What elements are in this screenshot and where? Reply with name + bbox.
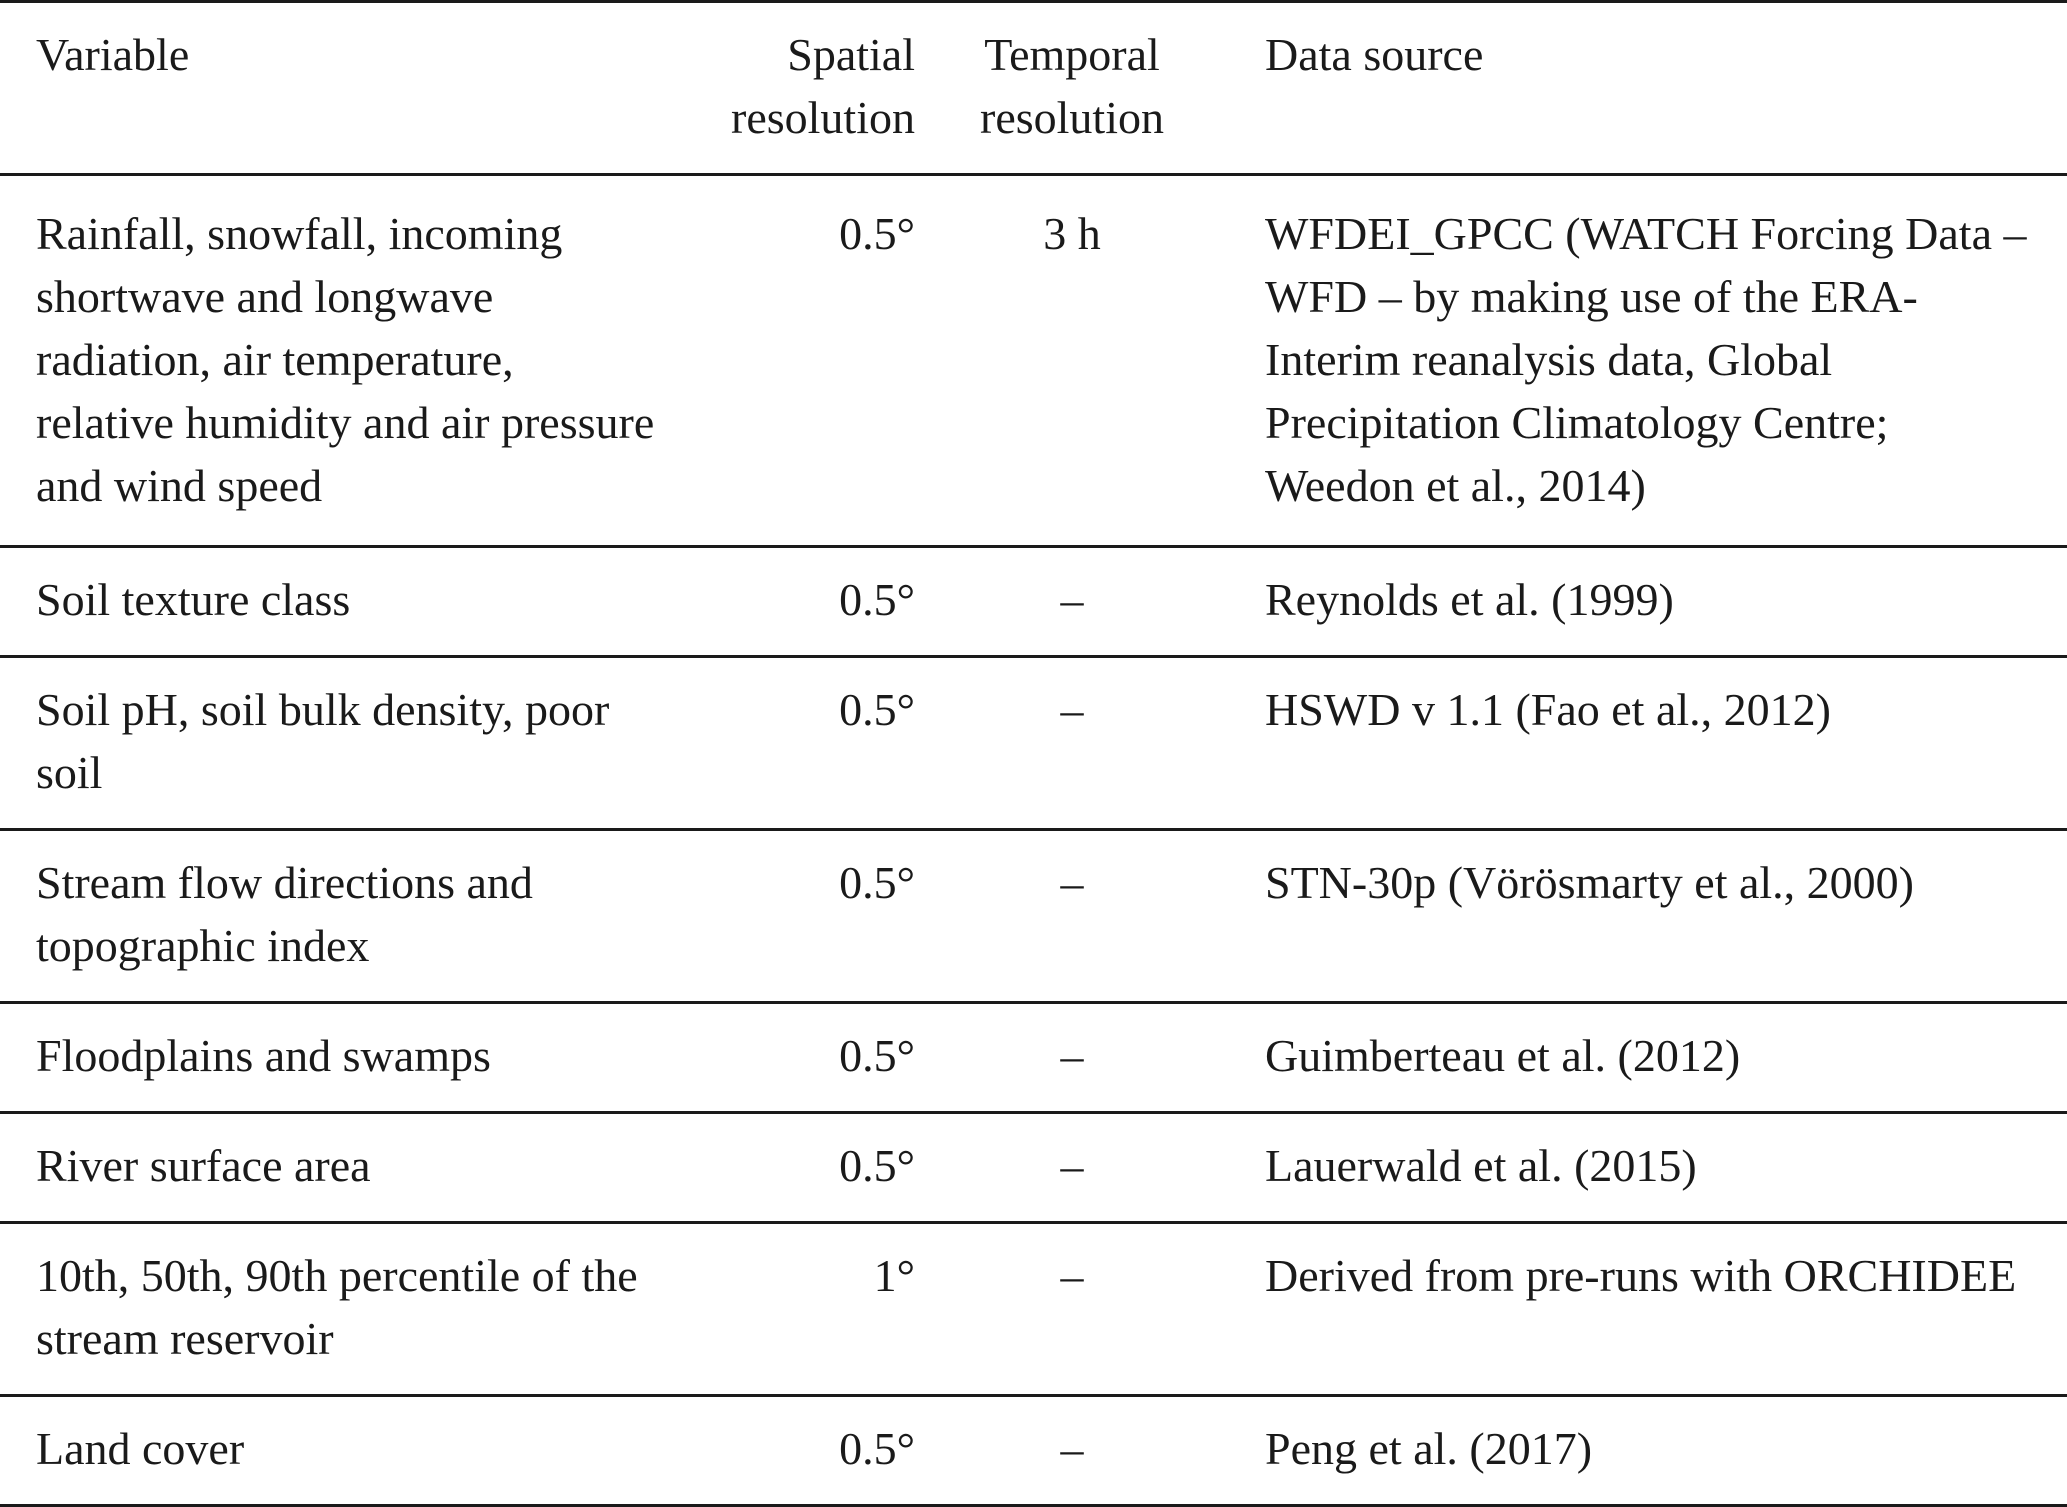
cell-data-source: Guimberteau et al. (2012) xyxy=(1265,1030,1741,1081)
cell-spatial-resolution: 0.5° xyxy=(839,1030,915,1081)
cell-temporal-resolution: – xyxy=(1060,1250,1084,1301)
cell-variable: Land cover xyxy=(36,1423,245,1474)
cell-temporal-resolution: – xyxy=(1060,1030,1084,1081)
cell-data-source: Reynolds et al. (1999) xyxy=(1265,574,1674,625)
cell-spatial-resolution: 0.5° xyxy=(839,1140,915,1191)
cell-data-source: Peng et al. (2017) xyxy=(1265,1423,1593,1474)
cell-spatial-resolution: 1° xyxy=(873,1250,915,1301)
cell-data-source: Derived from pre-runs with ORCHIDEE xyxy=(1265,1250,2017,1301)
header-spatial-resolution: Spatial resolution xyxy=(731,29,915,143)
cell-variable: River surface area xyxy=(36,1140,371,1191)
cell-variable: 10th, 50th, 90th percentile of the strea… xyxy=(36,1250,638,1364)
header-data-source: Data source xyxy=(1265,29,1484,80)
table-header-row: Variable Spatial resolution Temporal res… xyxy=(0,1,2067,175)
cell-temporal-resolution: 3 h xyxy=(1043,208,1101,259)
cell-variable: Soil pH, soil bulk density, poor soil xyxy=(36,684,610,798)
table-row: 10th, 50th, 90th percentile of the strea… xyxy=(0,1223,2067,1396)
header-variable: Variable xyxy=(36,29,190,80)
cell-data-source: HSWD v 1.1 (Fao et al., 2012) xyxy=(1265,684,1831,735)
header-temporal-resolution: Temporal resolution xyxy=(980,29,1164,143)
table-row: Soil texture class 0.5° – Reynolds et al… xyxy=(0,547,2067,657)
cell-temporal-resolution: – xyxy=(1060,574,1084,625)
cell-temporal-resolution: – xyxy=(1060,857,1084,908)
cell-temporal-resolution: – xyxy=(1060,1423,1084,1474)
cell-variable: Soil texture class xyxy=(36,574,351,625)
cell-data-source: Lauerwald et al. (2015) xyxy=(1265,1140,1697,1191)
cell-variable: Stream flow directions and topographic i… xyxy=(36,857,533,971)
table-row: Land cover 0.5° – Peng et al. (2017) xyxy=(0,1396,2067,1506)
cell-spatial-resolution: 0.5° xyxy=(839,574,915,625)
table-row: River surface area 0.5° – Lauerwald et a… xyxy=(0,1113,2067,1223)
cell-spatial-resolution: 0.5° xyxy=(839,684,915,735)
cell-spatial-resolution: 0.5° xyxy=(839,208,915,259)
table-row: Floodplains and swamps 0.5° – Guimbertea… xyxy=(0,1003,2067,1113)
cell-data-source: WFDEI_GPCC (WATCH Forcing Data – WFD – b… xyxy=(1265,208,2027,511)
table-row: Stream flow directions and topographic i… xyxy=(0,830,2067,1003)
cell-spatial-resolution: 0.5° xyxy=(839,1423,915,1474)
cell-spatial-resolution: 0.5° xyxy=(839,857,915,908)
cell-variable: Floodplains and swamps xyxy=(36,1030,491,1081)
cell-temporal-resolution: – xyxy=(1060,684,1084,735)
cell-variable: Rainfall, snowfall, incoming shortwave a… xyxy=(36,208,655,511)
cell-temporal-resolution: – xyxy=(1060,1140,1084,1191)
table-row: Rainfall, snowfall, incoming shortwave a… xyxy=(0,175,2067,547)
table-row: Soil pH, soil bulk density, poor soil 0.… xyxy=(0,657,2067,830)
cell-data-source: STN-30p (Vörösmarty et al., 2000) xyxy=(1265,857,1914,908)
